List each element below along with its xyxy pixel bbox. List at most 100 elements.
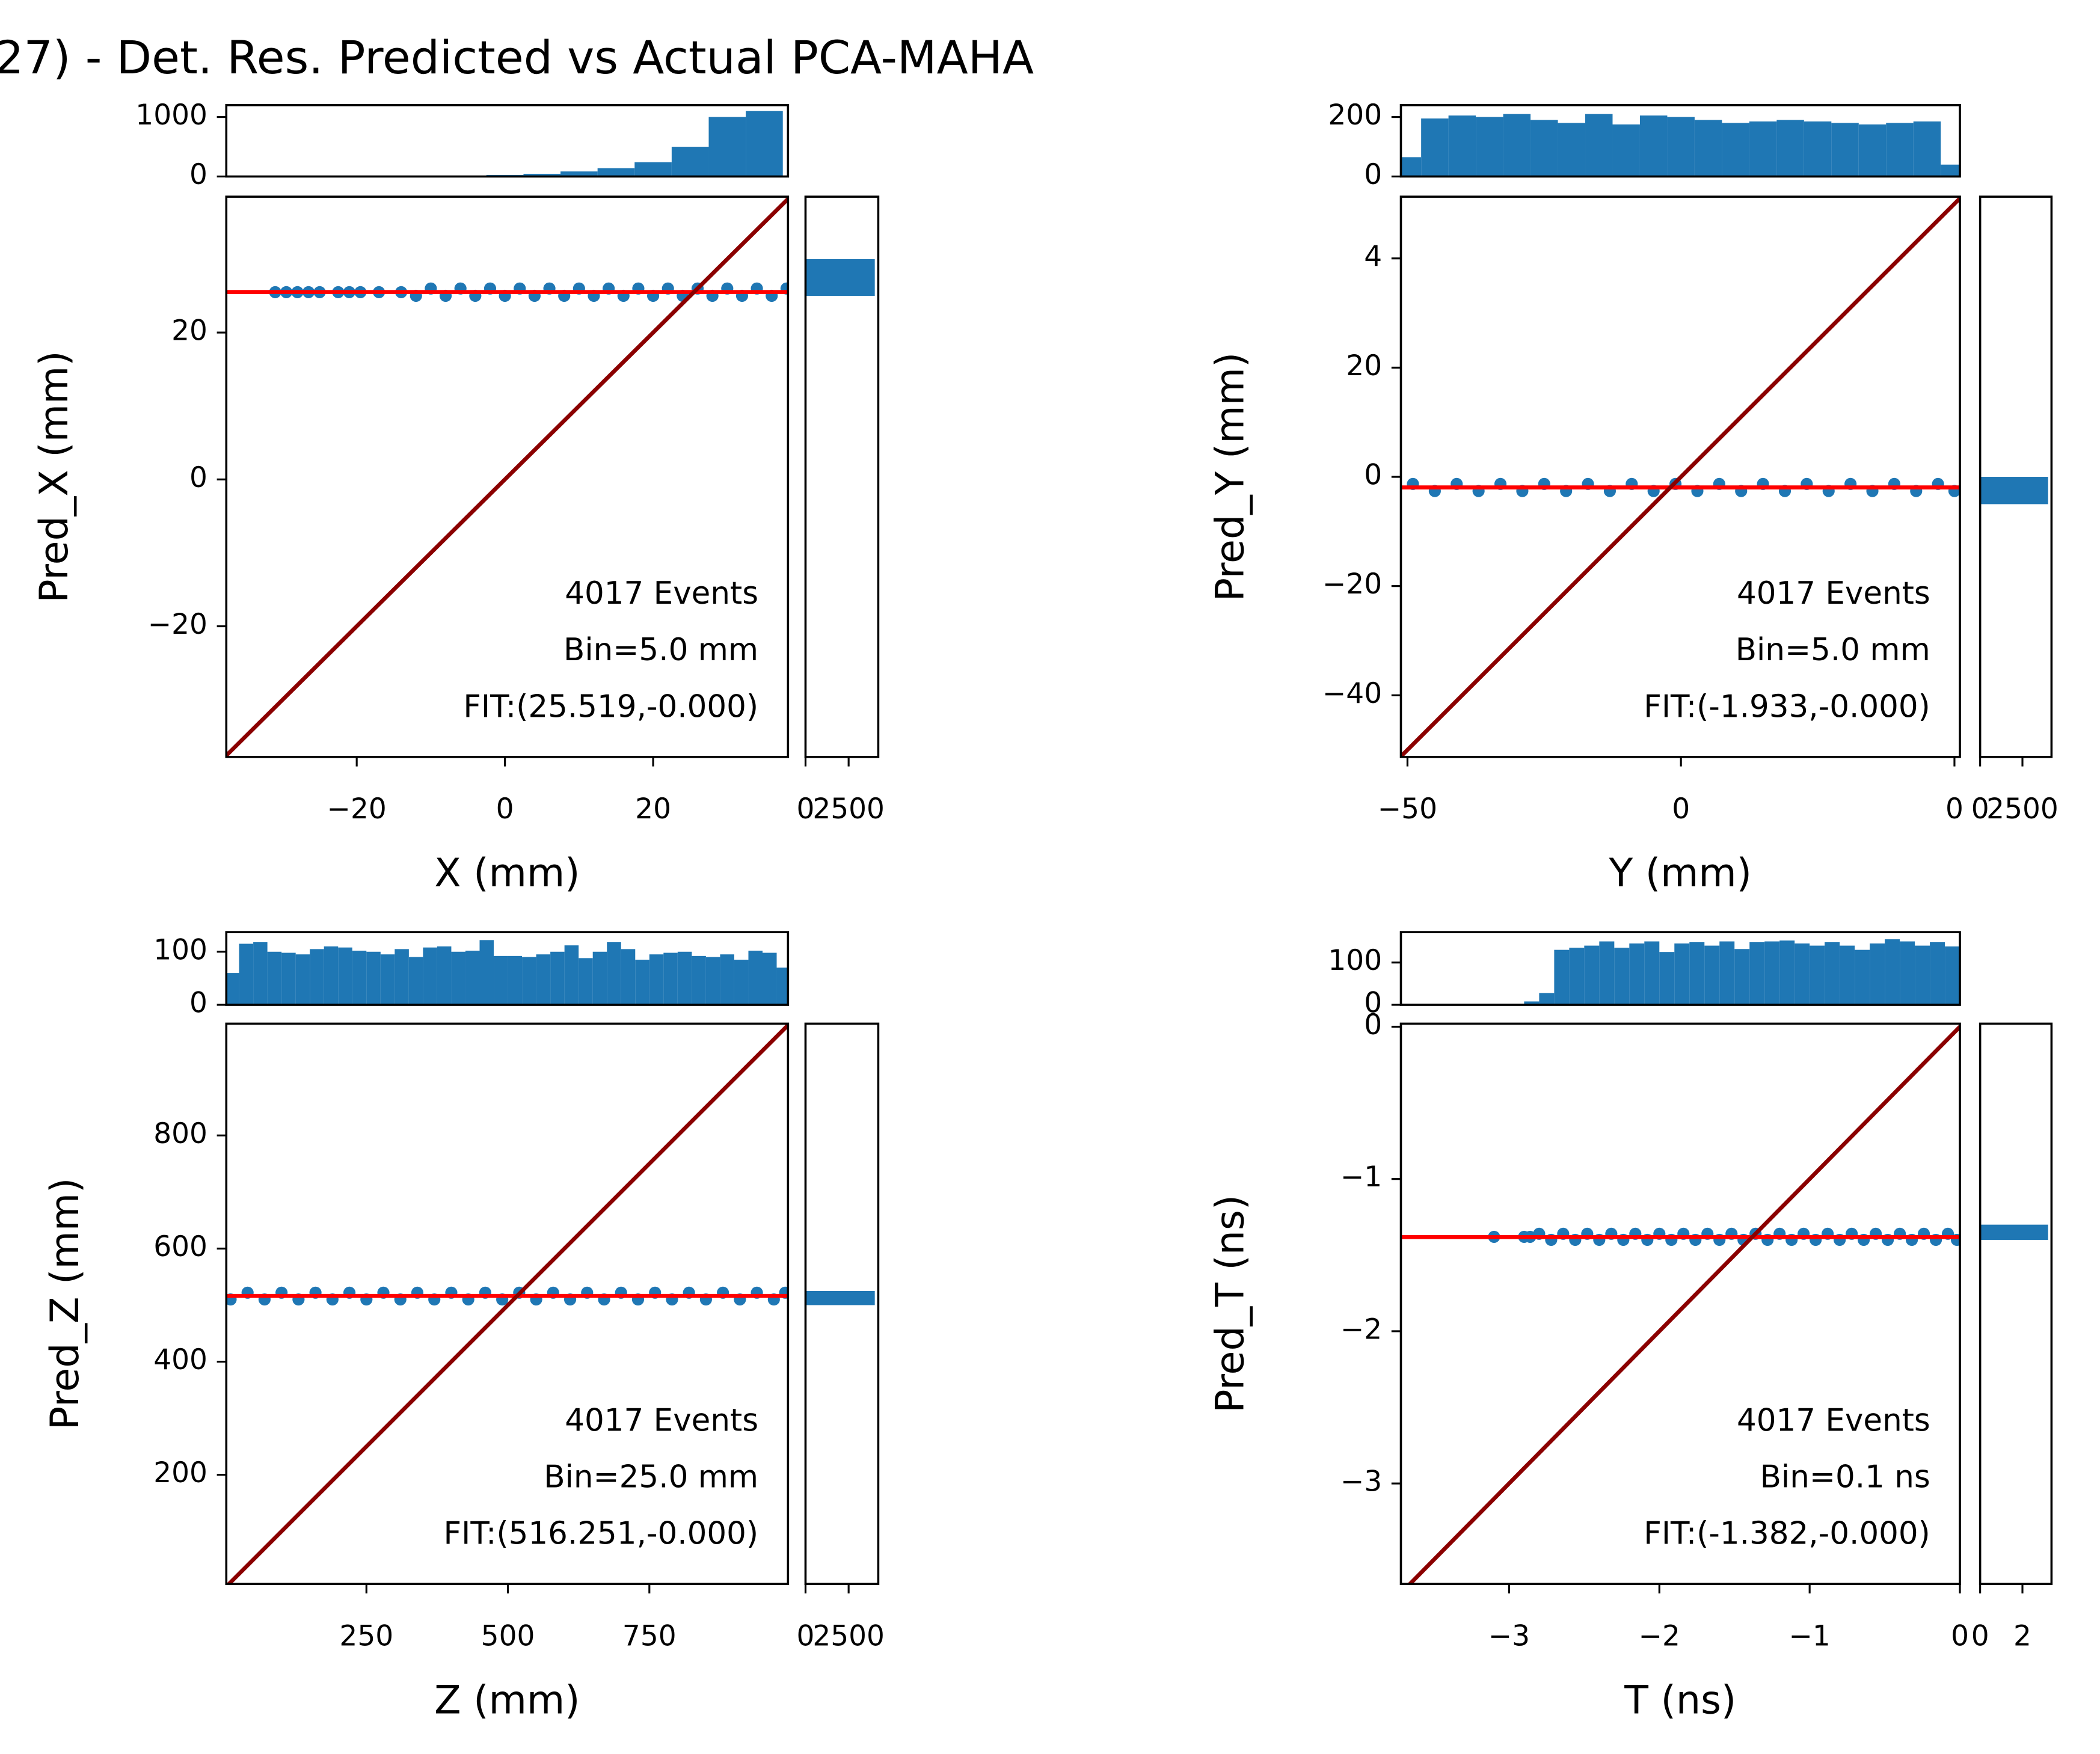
histogram-bar xyxy=(338,947,352,1005)
annotation: FIT:(516.251,-0.000) xyxy=(444,1516,759,1552)
histogram-bar xyxy=(705,957,720,1005)
histogram-bar xyxy=(564,945,579,1005)
histogram-bar xyxy=(352,951,367,1005)
histogram-bar xyxy=(508,955,523,1005)
figure-title: 27) - Det. Res. Predicted vs Actual PCA-… xyxy=(0,31,1034,84)
histogram-bar xyxy=(1554,949,1570,1005)
main-plot xyxy=(226,1023,788,1584)
annotation: FIT:(-1.933,-0.000) xyxy=(1644,688,1930,725)
histogram-bar xyxy=(494,955,508,1005)
histogram-bar xyxy=(748,951,763,1005)
y-axis-label: Pred_Y (mm) xyxy=(1208,352,1253,601)
histogram-bar xyxy=(1870,943,1885,1005)
axes-frame xyxy=(1979,195,2053,758)
histogram-bar xyxy=(1667,117,1695,177)
top-histogram xyxy=(1401,114,1960,177)
main-plot xyxy=(1401,197,1960,757)
y-tick-label: −3 xyxy=(1340,1465,1382,1498)
histogram-bar xyxy=(1945,946,1960,1005)
axes-frame xyxy=(804,1022,880,1586)
histogram-bar xyxy=(1704,945,1720,1005)
histogram-bar xyxy=(1722,123,1749,177)
histogram-bar xyxy=(635,960,649,1005)
y-tick-label: 200 xyxy=(153,1456,207,1489)
histogram-bar xyxy=(1734,949,1750,1005)
annotation: Bin=25.0 mm xyxy=(544,1459,758,1495)
x-tick-label: 2500 xyxy=(812,1619,885,1652)
histogram-bar xyxy=(479,940,494,1005)
axes-frame xyxy=(1399,931,1961,1006)
histogram-bar xyxy=(1900,941,1915,1005)
histogram-bar xyxy=(1659,952,1675,1005)
histogram-bar xyxy=(253,942,268,1005)
histogram-bar xyxy=(1644,941,1660,1005)
y-tick-label: 0 xyxy=(1364,158,1382,191)
histogram-bar xyxy=(536,954,551,1005)
histogram-bar xyxy=(579,958,593,1005)
histogram-bar xyxy=(437,946,452,1005)
histogram-bar xyxy=(805,1290,875,1305)
histogram-bar xyxy=(1448,115,1476,177)
x-tick-label: 250 xyxy=(339,1619,393,1652)
diagonal-line xyxy=(226,197,788,757)
x-tick-label: −20 xyxy=(327,793,387,826)
histogram-bar xyxy=(380,954,395,1005)
histogram-bar xyxy=(1749,121,1777,177)
histogram-bar xyxy=(1885,939,1900,1005)
y-tick-label: 20 xyxy=(171,314,207,348)
histogram-bar xyxy=(621,949,636,1005)
histogram-bar xyxy=(1795,943,1810,1005)
x-tick-label: 750 xyxy=(622,1619,677,1652)
x-tick-label: −2 xyxy=(1639,1619,1680,1652)
x-tick-label: 500 xyxy=(481,1619,535,1652)
histogram-bar xyxy=(423,947,437,1005)
y-tick-label: −20 xyxy=(148,608,207,641)
histogram-bar xyxy=(1930,942,1945,1005)
y-tick-label: 0 xyxy=(1364,459,1382,492)
x-axis-label: T (ns) xyxy=(1624,1678,1736,1723)
axes-frame xyxy=(1399,104,1961,178)
histogram-bar xyxy=(1614,948,1630,1005)
y-tick-label: 0 xyxy=(189,461,207,494)
histogram-bar xyxy=(295,954,310,1005)
histogram-bar xyxy=(1719,941,1735,1005)
histogram-bar xyxy=(1886,123,1914,177)
histogram-bar xyxy=(746,111,783,177)
right-histogram xyxy=(805,1290,875,1305)
histogram-bar xyxy=(1915,945,1930,1005)
histogram-bar xyxy=(1476,117,1503,177)
histogram-bar xyxy=(1585,114,1613,177)
histogram-bar xyxy=(1689,942,1705,1005)
histogram-bar xyxy=(1776,120,1804,177)
main-plot xyxy=(226,197,788,757)
x-tick-label: 0 xyxy=(796,1619,814,1652)
histogram-bar xyxy=(1764,941,1780,1005)
histogram-bar xyxy=(550,951,565,1005)
histogram-bar xyxy=(1749,942,1765,1005)
y-tick-label: 0 xyxy=(189,987,207,1020)
histogram-bar xyxy=(465,951,480,1005)
x-tick-label: −3 xyxy=(1488,1619,1530,1652)
histogram-bar xyxy=(720,954,734,1005)
histogram-bar xyxy=(1599,941,1615,1005)
axes-frame xyxy=(225,195,790,758)
histogram-bar xyxy=(1558,123,1586,177)
y-tick-label: 1000 xyxy=(135,99,207,132)
histogram-bar xyxy=(523,174,561,177)
axes-frame xyxy=(1399,1022,1961,1586)
y-tick-label: 800 xyxy=(153,1117,207,1150)
histogram-bar xyxy=(677,951,692,1005)
y-tick-label: 0 xyxy=(1364,1008,1382,1041)
histogram-bar xyxy=(607,942,621,1005)
histogram-bar xyxy=(1530,120,1558,177)
histogram-bar xyxy=(1401,157,1422,177)
histogram-bar xyxy=(310,949,324,1005)
top-histogram xyxy=(226,940,788,1005)
annotation: 4017 Events xyxy=(565,575,758,612)
y-axis-label: Pred_T (ns) xyxy=(1208,1195,1253,1413)
x-tick-label: 0 xyxy=(1945,793,1963,826)
x-axis-label: X (mm) xyxy=(434,851,580,896)
histogram-bar xyxy=(1421,118,1449,177)
x-tick-label: 0 xyxy=(1951,1619,1969,1652)
